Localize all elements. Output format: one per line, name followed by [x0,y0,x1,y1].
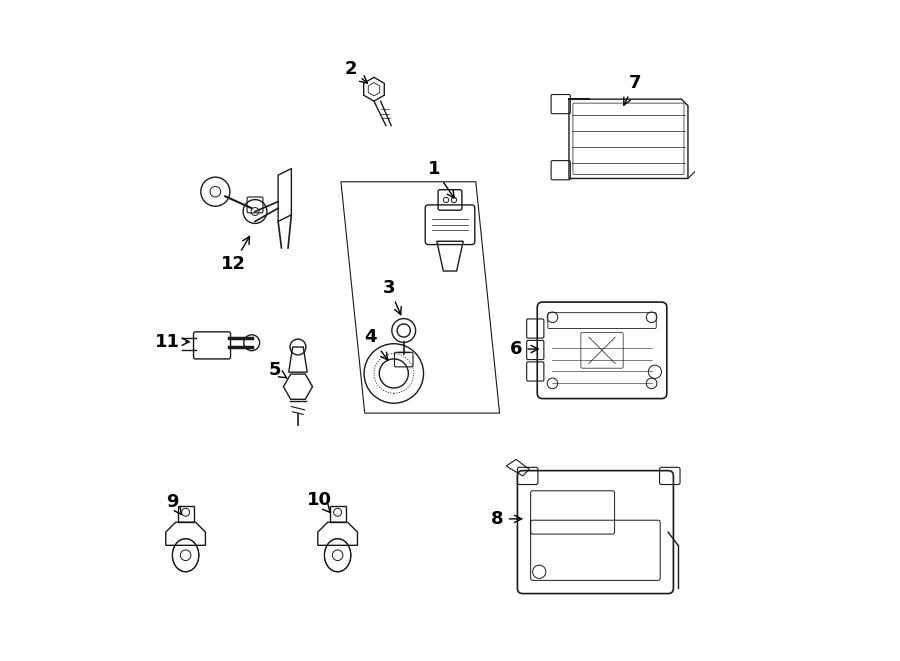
Text: 9: 9 [166,493,182,514]
Text: 6: 6 [509,340,538,358]
Text: 4: 4 [364,328,388,360]
Text: 7: 7 [624,73,642,105]
Text: 3: 3 [382,278,401,315]
Text: 8: 8 [491,510,522,528]
Text: 11: 11 [156,332,189,351]
Text: 5: 5 [268,361,286,379]
Text: 12: 12 [220,237,249,274]
Text: 10: 10 [307,491,332,512]
Text: 2: 2 [345,60,367,83]
Text: 1: 1 [428,159,454,198]
